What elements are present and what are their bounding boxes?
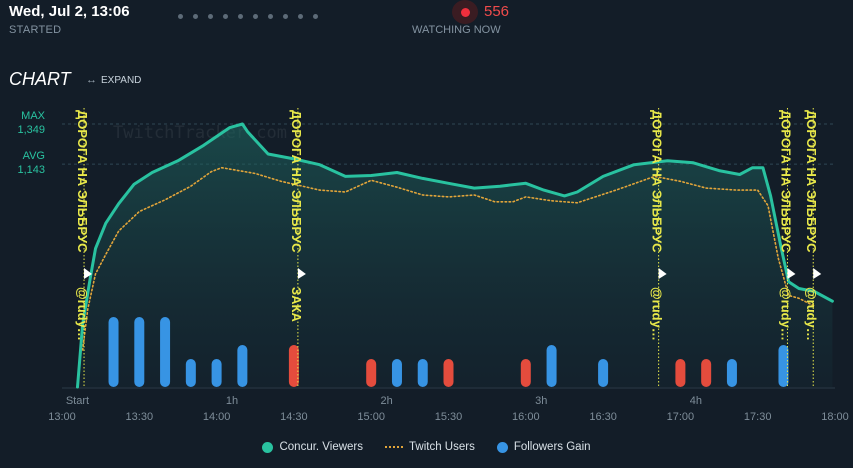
- followers-bar: [546, 345, 557, 387]
- x-tick-label: 18:00: [821, 411, 849, 423]
- twitch-users-line: [81, 166, 816, 351]
- watermark-text: TwitchTracker.com: [113, 123, 287, 143]
- followers-bar: [391, 359, 402, 387]
- page-dot[interactable]: [208, 14, 213, 19]
- annotation-title: ДОРОГА НА ЭЛЬБРУС: [804, 110, 819, 253]
- annotation-subtitle: ЗАКА: [289, 287, 304, 322]
- followers-bar: [108, 317, 119, 387]
- followers-bar: [417, 359, 428, 387]
- x-tick-label: 17:00: [667, 411, 695, 423]
- page-dot[interactable]: [193, 14, 198, 19]
- followers-bar: [701, 359, 712, 387]
- annotation-flag-icon: [787, 268, 796, 279]
- expand-button[interactable]: ↔ EXPAND: [86, 74, 141, 86]
- page-dot[interactable]: [253, 14, 258, 19]
- followers-bar: [288, 345, 299, 387]
- page-dot[interactable]: [238, 14, 243, 19]
- x-duration-label: 2h: [381, 395, 393, 407]
- x-tick-label: 14:00: [203, 411, 231, 423]
- annotation-title: ДОРОГА НА ЭЛЬБРУС: [75, 110, 90, 253]
- legend-item[interactable]: Twitch Users: [385, 441, 475, 453]
- viewers-line: [76, 122, 834, 389]
- started-label: STARTED: [9, 24, 62, 36]
- followers-bar: [726, 359, 737, 387]
- annotation-flag-icon: [84, 268, 93, 279]
- followers-bar: [185, 359, 196, 387]
- x-tick-label: 14:30: [280, 411, 308, 423]
- y-marker-label: AVG: [23, 150, 45, 162]
- annotation-title: ДОРОГА НА ЭЛЬБРУС: [650, 110, 665, 253]
- annotation-title: ДОРОГА НА ЭЛЬБРУС: [289, 110, 304, 253]
- annotation-subtitle: @rudy…: [650, 287, 665, 341]
- x-duration-label: 1h: [226, 395, 238, 407]
- watching-now-label: WATCHING NOW: [412, 24, 501, 36]
- x-tick-label: 15:30: [435, 411, 463, 423]
- legend-item[interactable]: Concur. Viewers: [262, 441, 363, 453]
- legend-item[interactable]: Followers Gain: [496, 441, 591, 453]
- legend-label: Followers Gain: [513, 441, 591, 453]
- followers-bar: [598, 359, 609, 387]
- page-dot[interactable]: [283, 14, 288, 19]
- stream-start-date: Wed, Jul 2, 13:06: [9, 3, 130, 20]
- expand-arrows-icon: ↔: [86, 74, 97, 86]
- viewers-area: [77, 124, 833, 387]
- followers-bar: [778, 345, 789, 387]
- x-tick-label: 16:30: [589, 411, 617, 423]
- x-duration-label: Start: [66, 395, 89, 407]
- followers-bar: [160, 317, 171, 387]
- y-marker-label: MAX: [21, 110, 46, 122]
- legend-label: Twitch Users: [409, 441, 475, 453]
- expand-label: EXPAND: [101, 74, 142, 86]
- followers-bar: [675, 359, 686, 387]
- legend-label: Concur. Viewers: [279, 441, 363, 453]
- annotation-flag-icon: [658, 268, 667, 279]
- page-dot[interactable]: [313, 14, 318, 19]
- x-tick-label: 15:00: [357, 411, 385, 423]
- annotation-subtitle: @rudy…: [804, 287, 819, 341]
- x-tick-label: 16:00: [512, 411, 540, 423]
- x-duration-label: 4h: [690, 395, 702, 407]
- y-marker-value: 1,349: [17, 124, 45, 136]
- followers-bar: [134, 317, 145, 387]
- legend-swatch-icon: [385, 446, 403, 448]
- annotation-flag-icon: [813, 268, 822, 279]
- chart-title: CHART: [9, 69, 71, 89]
- followers-bar: [443, 359, 454, 387]
- annotation-subtitle: @rudy…: [778, 287, 793, 341]
- x-duration-label: 3h: [535, 395, 547, 407]
- followers-bar: [520, 359, 531, 387]
- chart-legend: Concur. Viewers Twitch Users Followers Gai…: [0, 441, 853, 453]
- page-dot[interactable]: [268, 14, 273, 19]
- annotation-flag-icon: [297, 268, 306, 279]
- page-dots: [178, 14, 318, 19]
- page-dot[interactable]: [178, 14, 183, 19]
- followers-bar: [211, 359, 222, 387]
- annotation-subtitle: @rudy…: [75, 287, 90, 341]
- live-dot-icon: [460, 7, 470, 17]
- legend-swatch-icon: [262, 441, 274, 453]
- followers-bar: [237, 345, 248, 387]
- live-indicator-icon: [452, 0, 478, 24]
- x-tick-label: 17:30: [744, 411, 772, 423]
- x-tick-label: 13:00: [48, 411, 76, 423]
- live-viewer-count: 556: [484, 3, 510, 20]
- legend-swatch-icon: [496, 441, 508, 453]
- x-tick-label: 13:30: [126, 411, 154, 423]
- annotation-title: ДОРОГА НА ЭЛЬБРУС: [778, 110, 793, 253]
- y-marker-value: 1,143: [17, 164, 45, 176]
- page-dot[interactable]: [298, 14, 303, 19]
- followers-bar: [366, 359, 377, 387]
- page-dot[interactable]: [223, 14, 228, 19]
